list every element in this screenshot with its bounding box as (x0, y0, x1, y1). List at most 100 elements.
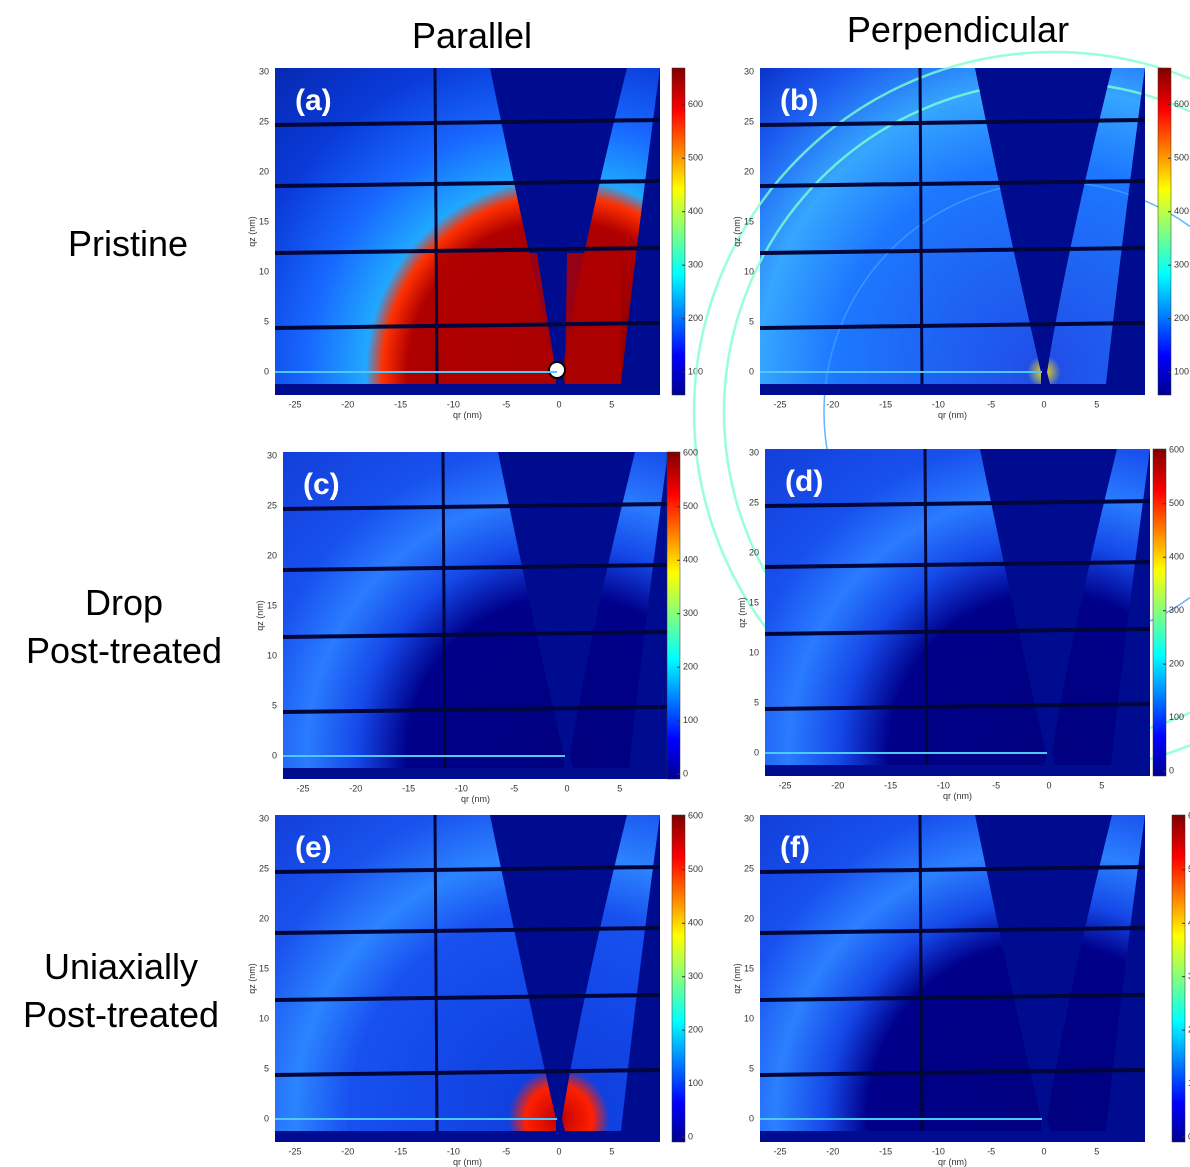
row-label: Post-treated (23, 994, 219, 1035)
colorbar-tick-label: 200 (1169, 659, 1184, 669)
hot-region (435, 253, 556, 384)
y-tick-label: 10 (744, 266, 754, 276)
x-tick-label: 5 (609, 399, 614, 409)
y-tick-label: 25 (749, 497, 759, 507)
y-tick-label: 25 (744, 116, 754, 126)
x-tick-label: -15 (402, 783, 415, 793)
x-tick-label: 0 (1041, 1146, 1046, 1156)
x-axis-label: qr (nm) (943, 791, 972, 801)
y-axis-label: qz (nm) (732, 216, 742, 247)
x-tick-label: -25 (296, 783, 309, 793)
colorbar-tick-label: 300 (1174, 260, 1189, 270)
x-tick-label: -5 (510, 783, 518, 793)
colorbar-tick-label: 100 (688, 1078, 703, 1088)
colorbar-tick-label: 300 (1169, 605, 1184, 615)
x-tick-label: -20 (341, 399, 354, 409)
x-tick-label: -15 (394, 399, 407, 409)
detector-gap (443, 452, 445, 768)
x-axis-label: qr (nm) (938, 410, 967, 420)
x-axis-label: qr (nm) (453, 1157, 482, 1167)
panel-label: (f) (780, 831, 810, 864)
panel-label: (e) (295, 831, 332, 864)
y-tick-label: 20 (259, 913, 269, 923)
y-tick-label: 30 (744, 66, 754, 76)
colorbar-tick-label: 100 (1169, 712, 1184, 722)
colorbar-tick-label: 400 (688, 918, 703, 928)
y-tick-label: 5 (272, 700, 277, 710)
x-tick-label: -5 (987, 1146, 995, 1156)
y-tick-label: 20 (267, 550, 277, 560)
colorbar-scale (672, 815, 685, 1142)
y-tick-label: 10 (744, 1013, 754, 1023)
colorbar: 0100200300400500600 (1172, 811, 1190, 1142)
y-tick-label: 15 (744, 963, 754, 973)
colorbar-tick-label: 0 (1169, 765, 1174, 775)
colorbar-scale (1153, 449, 1166, 776)
detector-gap (435, 68, 437, 384)
colorbar-tick-label: 400 (1169, 552, 1184, 562)
row-label: Uniaxially (44, 946, 198, 987)
colorbar-tick-label: 500 (688, 864, 703, 874)
x-tick-label: 5 (617, 783, 622, 793)
y-tick-label: 30 (259, 66, 269, 76)
x-tick-label: -15 (879, 1146, 892, 1156)
x-tick-label: -10 (447, 1146, 460, 1156)
colorbar-tick-label: 100 (683, 715, 698, 725)
x-axis-label: qr (nm) (453, 410, 482, 420)
x-tick-label: -5 (502, 1146, 510, 1156)
x-tick-label: -10 (932, 1146, 945, 1156)
colorbar-tick-label: 100 (1174, 366, 1189, 376)
x-tick-label: 0 (564, 783, 569, 793)
x-tick-label: -20 (826, 399, 839, 409)
panel: (c)-25-20-15-10-505051015202530qr (nm)qz… (255, 450, 668, 804)
y-tick-label: 30 (749, 447, 759, 457)
y-tick-label: 0 (749, 1113, 754, 1123)
y-tick-label: 20 (744, 166, 754, 176)
x-tick-label: -25 (778, 780, 791, 790)
x-tick-label: -20 (826, 1146, 839, 1156)
y-tick-label: 25 (259, 863, 269, 873)
y-tick-label: 5 (264, 316, 269, 326)
x-tick-label: -10 (937, 780, 950, 790)
colorbar-tick-label: 500 (688, 153, 703, 163)
y-axis-label: qz (nm) (247, 963, 257, 994)
x-tick-label: 0 (1041, 399, 1046, 409)
beamstop (549, 362, 565, 378)
y-axis-label: qz (nm) (247, 216, 257, 247)
colorbar-tick-label: 500 (1174, 153, 1189, 163)
detector-gap (925, 449, 927, 765)
image-bottom (760, 384, 1145, 395)
colorbar-scale (1172, 815, 1185, 1142)
colorbar-tick-label: 500 (1169, 498, 1184, 508)
y-tick-label: 0 (264, 1113, 269, 1123)
column-header: Perpendicular (847, 9, 1069, 50)
detector-gap (920, 68, 922, 384)
colorbar-tick-label: 200 (683, 662, 698, 672)
y-tick-label: 30 (267, 450, 277, 460)
x-tick-label: 0 (1046, 780, 1051, 790)
row-label: Post-treated (26, 630, 222, 671)
panel-label: (b) (780, 84, 818, 117)
colorbar-tick-label: 300 (688, 260, 703, 270)
colorbar-tick-label: 400 (1174, 206, 1189, 216)
x-tick-label: 5 (1094, 399, 1099, 409)
x-tick-label: -25 (288, 1146, 301, 1156)
y-tick-label: 0 (264, 366, 269, 376)
colorbar-scale (1158, 68, 1171, 395)
colorbar-tick-label: 0 (683, 768, 688, 778)
panel-label: (a) (295, 84, 332, 117)
colorbar-scale (672, 68, 685, 395)
colorbar-tick-label: 400 (683, 555, 698, 565)
x-tick-label: -25 (773, 1146, 786, 1156)
colorbar-tick-label: 600 (688, 99, 703, 109)
panel-label: (d) (785, 465, 823, 498)
colorbar-tick-label: 200 (1174, 313, 1189, 323)
x-tick-label: 5 (609, 1146, 614, 1156)
image-bottom (283, 768, 668, 779)
x-tick-label: -15 (394, 1146, 407, 1156)
detector-gap (435, 815, 437, 1131)
y-tick-label: 25 (744, 863, 754, 873)
y-tick-label: 30 (744, 813, 754, 823)
